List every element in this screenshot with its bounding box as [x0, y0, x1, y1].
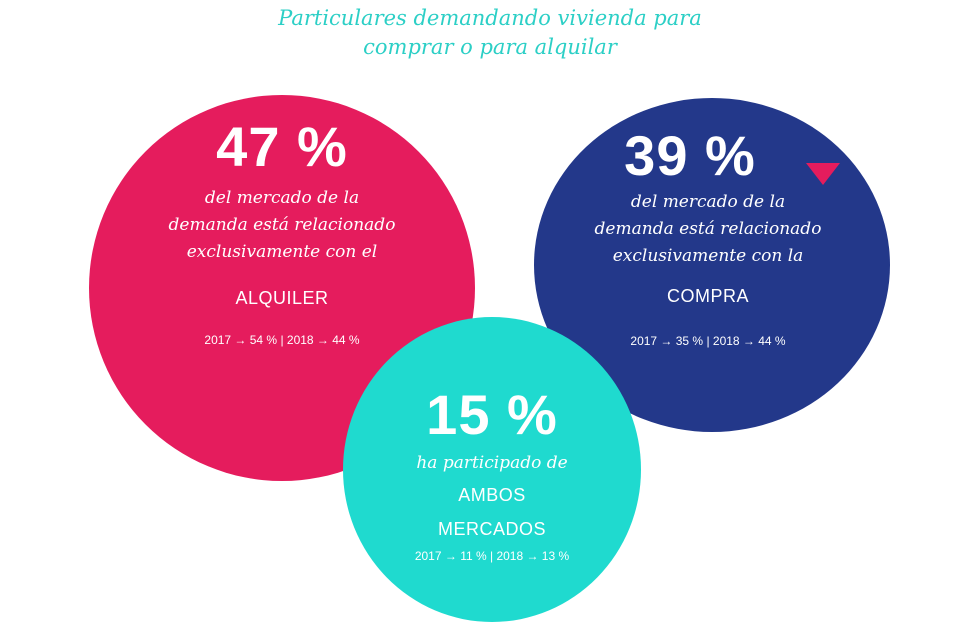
alquiler-description: del mercado de la demanda está relaciona…	[89, 185, 475, 266]
infographic-title: Particulares demandando vivienda para co…	[0, 4, 980, 62]
ambos-history: 2017 → 11 % | 2018 → 13 %	[414, 549, 570, 563]
ambos-description: ha participado de	[416, 453, 568, 473]
alquiler-desc-line-3: exclusivamente con el	[186, 242, 378, 262]
compra-desc-line-2: demanda está relacionado	[594, 219, 822, 239]
title-line-1: Particulares demandando vivienda para	[278, 6, 702, 30]
triangle-down-icon	[806, 163, 840, 185]
compra-category: COMPRA	[666, 286, 749, 306]
ambos-percent: 15 %	[426, 383, 558, 446]
compra-desc-line-1: del mercado de la	[630, 192, 786, 212]
ambos-category-line-1: AMBOS	[458, 485, 526, 505]
alquiler-desc-line-2: demanda está relacionado	[168, 215, 396, 235]
alquiler-category: ALQUILER	[235, 288, 329, 308]
compra-circle: 39 % del mercado de la demanda está rela…	[534, 98, 890, 432]
compra-desc-line-3: exclusivamente con la	[612, 246, 804, 266]
ambos-category: AMBOS MERCADOS	[343, 484, 641, 540]
alquiler-history: 2017 → 54 % | 2018 → 44 %	[204, 333, 360, 347]
alquiler-desc-line-1: del mercado de la	[204, 188, 360, 208]
alquiler-circle: 47 % del mercado de la demanda está rela…	[89, 95, 475, 481]
ambos-category-line-2: MERCADOS	[437, 519, 546, 539]
alquiler-percent: 47 %	[216, 115, 348, 178]
compra-description: del mercado de la demanda está relaciona…	[530, 189, 886, 270]
title-line-2: comprar o para alquilar	[363, 35, 617, 59]
ambos-circle: 15 % ha participado de AMBOS MERCADOS 20…	[343, 317, 641, 622]
compra-history: 2017 → 35 % | 2018 → 44 %	[630, 334, 786, 348]
compra-percent: 39 %	[624, 124, 756, 187]
